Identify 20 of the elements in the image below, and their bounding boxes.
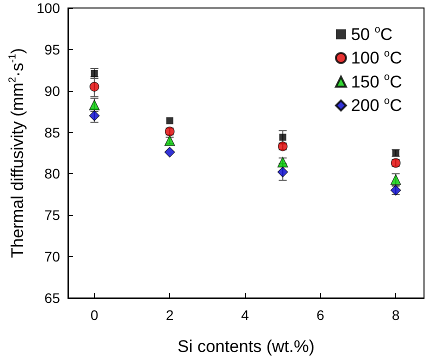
y-tick-label: 65 [44,290,60,306]
x-tick-label: 8 [392,307,400,323]
x-tick-label: 2 [166,307,174,323]
x-tick-label: 4 [241,307,250,323]
y-tick-label: 95 [44,41,60,58]
y-tick-label: 80 [44,166,60,182]
y-tick-label: 90 [44,82,60,99]
y-tick-label: 100 [36,0,60,16]
x-tick-label: 6 [316,307,325,323]
point [277,166,288,178]
y-tick-label: 70 [44,248,60,265]
point [164,146,176,158]
point [166,117,174,124]
x-axis-title: Si contents (wt.%) [178,337,315,356]
y-tick-label: 75 [44,207,60,224]
point [90,82,100,92]
point [279,134,286,141]
y-axis-title: Thermal diffusivity (mm2·s-1) [8,48,27,258]
y-tick-label: 85 [44,124,60,140]
x-tick-label: 0 [90,307,98,323]
